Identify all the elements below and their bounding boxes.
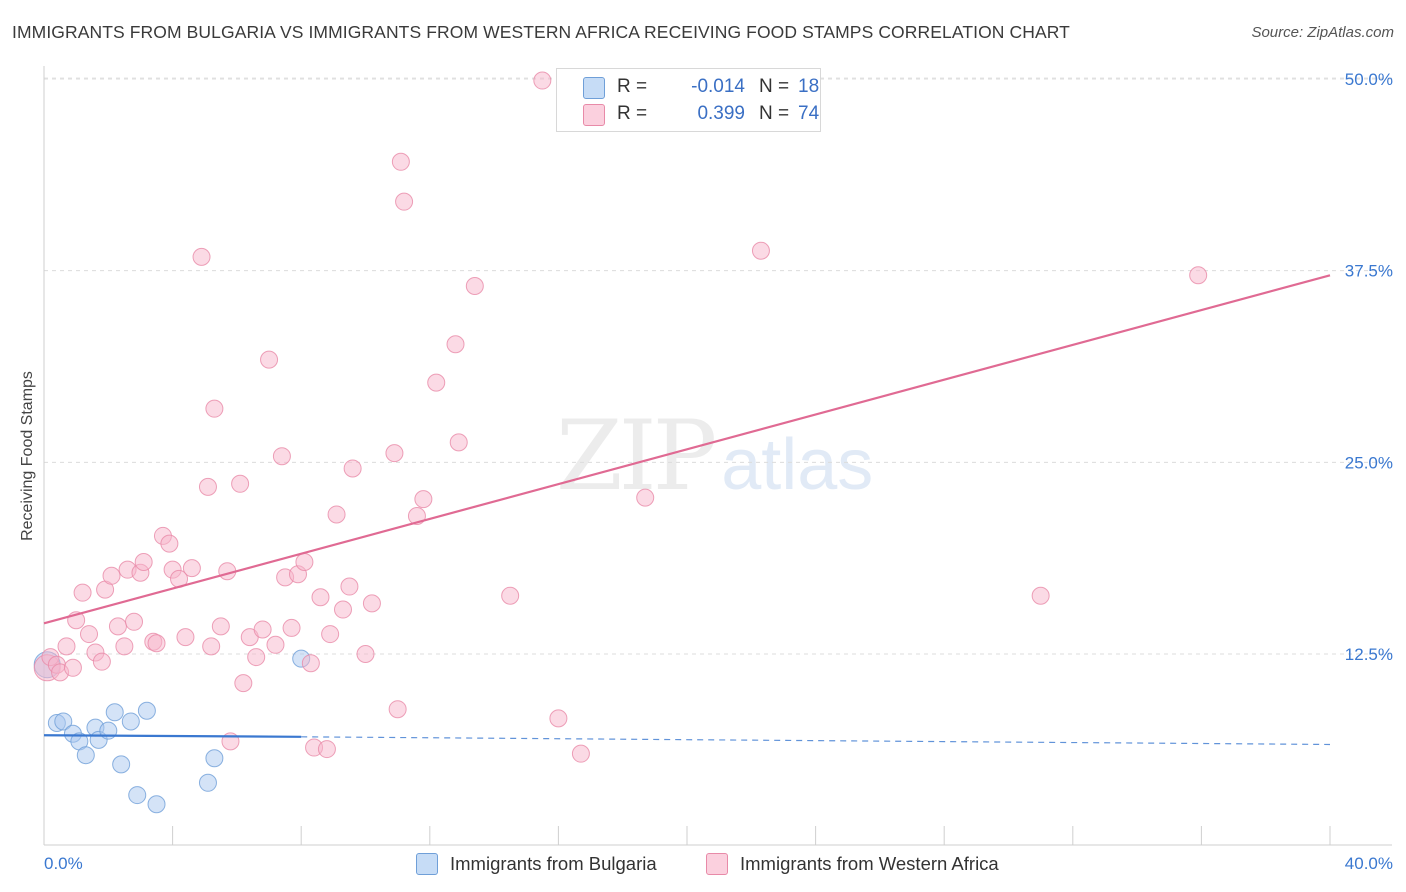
western-africa-point (211, 617, 230, 636)
western-africa-point (63, 658, 82, 677)
western-africa-point (73, 583, 92, 602)
western-africa-point (266, 635, 285, 654)
source-label: Source: ZipAtlas.com (1251, 24, 1394, 41)
western-africa-point (343, 459, 362, 478)
western-africa-point (388, 700, 407, 719)
legend-r-label: R = (617, 76, 648, 97)
western-africa-point (115, 637, 134, 656)
legend-swatch-western-africa (583, 104, 605, 126)
western-africa-point (295, 553, 314, 571)
western-africa-point (340, 577, 359, 596)
bulgaria-point (147, 795, 166, 814)
bulgaria-point (198, 773, 217, 792)
western-africa-point (549, 709, 568, 728)
western-africa-point (176, 628, 195, 647)
western-africa-point (446, 335, 465, 354)
western-africa-point (301, 654, 320, 673)
chart-title: IMMIGRANTS FROM BULGARIA VS IMMIGRANTS F… (12, 22, 1070, 42)
legend-n-value: 74 (798, 103, 820, 124)
western-africa-point (311, 588, 330, 607)
western-africa-point (147, 634, 166, 653)
western-africa-point (333, 600, 352, 619)
western-africa-point (134, 553, 153, 571)
western-africa-point (282, 618, 301, 637)
western-africa-point (501, 586, 520, 605)
western-africa-point (317, 740, 336, 759)
bulgaria-point (137, 701, 156, 720)
western-africa-point (57, 637, 76, 656)
legend-n-label: N = (759, 103, 790, 124)
bulgaria-point (205, 749, 224, 768)
x-tick-label: 0.0% (44, 854, 83, 873)
bulgaria-point (121, 712, 140, 731)
western-africa-point (385, 444, 404, 463)
western-africa-point (202, 637, 221, 656)
western-africa-point (395, 192, 414, 211)
bottom-legend-swatch-western-africa (706, 853, 728, 875)
legend-n-label: N = (759, 76, 790, 97)
bulgaria-point (112, 755, 131, 774)
western-africa-point (192, 247, 211, 266)
bulgaria-point (128, 786, 147, 805)
western-africa-point (102, 566, 121, 585)
bulgaria-point (76, 746, 95, 765)
western-africa-point (92, 652, 111, 671)
bottom-legend-label-bulgaria: Immigrants from Bulgaria (450, 853, 657, 874)
legend-r-label: R = (617, 103, 648, 124)
y-tick-label: 37.5% (1345, 262, 1393, 281)
western-africa-point (327, 505, 346, 524)
western-africa-point (198, 477, 217, 496)
western-africa-point (414, 490, 433, 509)
bottom-legend-western-africa: Immigrants from Western Africa (706, 852, 999, 876)
western-africa-point (427, 373, 446, 392)
western-africa-point (391, 152, 410, 171)
western-africa-point (356, 645, 375, 663)
legend-swatch-bulgaria (583, 77, 605, 99)
western-africa-point (1031, 586, 1050, 605)
western-africa-point (1189, 266, 1208, 285)
watermark-atlas: atlas (721, 425, 874, 505)
bulgaria-trend-line (43, 734, 302, 738)
correlation-legend: R = -0.014 N = 18 R = 0.399 N = 74 (556, 68, 821, 132)
bulgaria-point (105, 703, 124, 722)
watermark-zip: ZIP (556, 400, 717, 512)
western-africa-point (636, 488, 655, 507)
bulgaria-trend-line-extension (301, 736, 1331, 746)
western-africa-point (260, 350, 279, 369)
western-africa-point (231, 474, 250, 493)
western-africa-point (234, 674, 253, 693)
y-tick-label: 12.5% (1345, 645, 1393, 664)
western-africa-point (533, 71, 552, 90)
y-tick-label: 25.0% (1345, 453, 1393, 472)
y-tick-label: 50.0% (1345, 70, 1393, 89)
legend-n-value: 18 (798, 76, 820, 97)
bottom-legend-label-western-africa: Immigrants from Western Africa (740, 853, 999, 874)
western-africa-point (253, 620, 272, 639)
western-africa-point (272, 447, 291, 466)
western-africa-point (571, 744, 590, 763)
western-africa-trend-line (43, 274, 1331, 625)
legend-r-value: 0.399 (697, 103, 745, 124)
bottom-legend-bulgaria: Immigrants from Bulgaria (416, 852, 657, 876)
western-africa-point (751, 241, 770, 260)
western-africa-point (362, 594, 381, 613)
western-africa-point (465, 277, 484, 295)
western-africa-point (125, 612, 144, 631)
x-tick-label: 40.0% (1345, 854, 1393, 873)
western-africa-point (80, 625, 99, 644)
watermark: ZIP atlas (556, 400, 873, 512)
western-africa-point (247, 648, 266, 667)
bottom-legend-swatch-bulgaria (416, 853, 438, 875)
western-africa-point (449, 433, 468, 452)
western-africa-point (321, 625, 340, 644)
bulgaria-point (54, 712, 73, 731)
legend-r-value: -0.014 (691, 76, 745, 97)
western-africa-point (108, 617, 127, 636)
western-africa-point (182, 559, 201, 578)
western-africa-point (160, 534, 179, 553)
western-africa-point (205, 399, 224, 418)
